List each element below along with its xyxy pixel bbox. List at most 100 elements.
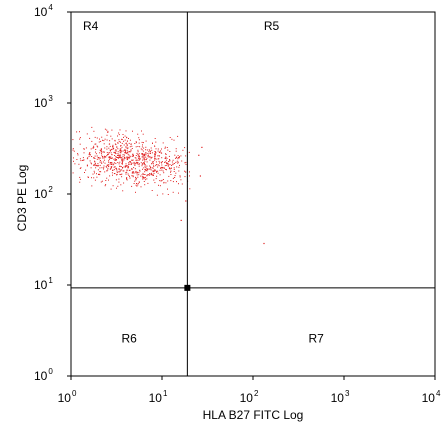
event-point <box>108 164 110 166</box>
event-point <box>170 171 171 173</box>
event-point <box>120 150 122 151</box>
event-point <box>153 165 155 167</box>
event-point <box>99 171 101 173</box>
event-point <box>157 166 159 168</box>
event-point <box>142 177 144 179</box>
event-point <box>150 151 151 153</box>
event-point <box>106 146 108 148</box>
gate-handle[interactable] <box>184 284 191 291</box>
event-point <box>184 170 186 172</box>
event-point <box>185 155 187 157</box>
event-point <box>141 153 142 155</box>
event-point <box>101 167 103 169</box>
event-point <box>104 156 106 158</box>
event-point <box>103 159 105 161</box>
event-point <box>144 177 146 179</box>
event-point <box>122 190 124 192</box>
event-point <box>143 176 144 178</box>
event-point <box>184 162 186 164</box>
event-point <box>118 132 120 134</box>
event-point <box>72 139 74 141</box>
event-point <box>148 174 150 176</box>
event-point <box>122 170 124 172</box>
event-point <box>79 168 81 169</box>
event-point <box>122 158 124 160</box>
event-point <box>85 147 87 149</box>
event-point <box>121 173 123 175</box>
event-point <box>143 163 145 165</box>
event-point <box>174 154 176 156</box>
event-point <box>144 165 146 167</box>
event-point <box>146 170 148 172</box>
event-point <box>185 163 187 165</box>
event-point <box>142 155 144 157</box>
event-point <box>127 147 129 149</box>
event-point <box>137 159 139 161</box>
event-point <box>155 152 157 154</box>
event-point <box>157 148 159 150</box>
event-point <box>145 149 147 151</box>
event-point <box>125 151 127 153</box>
event-point <box>126 136 128 138</box>
event-point <box>93 145 95 147</box>
event-point <box>105 184 107 186</box>
event-point <box>131 172 133 174</box>
event-point <box>94 158 96 159</box>
event-point <box>134 162 136 164</box>
event-point <box>154 156 156 158</box>
event-point <box>172 164 174 166</box>
event-point <box>175 172 177 174</box>
event-point <box>175 148 177 150</box>
event-point <box>101 136 103 138</box>
event-point <box>143 162 145 164</box>
event-point <box>151 149 153 151</box>
event-point <box>73 157 74 159</box>
event-point <box>144 164 146 166</box>
event-point <box>139 158 141 160</box>
event-point <box>96 155 98 157</box>
event-point <box>120 157 122 159</box>
axis-ticks: 100 101 102 103 104 100 101 102 103 104 <box>34 3 441 405</box>
event-point <box>145 140 147 142</box>
event-point <box>166 162 167 164</box>
event-point <box>128 151 130 152</box>
event-point <box>165 156 167 158</box>
event-point <box>178 183 179 185</box>
event-point <box>155 170 157 172</box>
region-labels: R4 R5 R6 R7 <box>83 19 324 346</box>
event-point <box>154 158 156 160</box>
event-point <box>143 155 145 157</box>
event-point <box>107 165 109 167</box>
event-point <box>99 174 101 176</box>
event-point <box>178 170 180 172</box>
event-point <box>146 178 148 180</box>
event-point <box>120 145 122 146</box>
event-point <box>167 165 169 167</box>
event-point <box>155 161 157 163</box>
event-point <box>160 152 162 154</box>
event-point <box>168 161 169 163</box>
event-point <box>129 176 130 178</box>
event-point <box>166 164 168 166</box>
event-point <box>87 177 89 178</box>
event-point <box>155 165 157 167</box>
event-point <box>106 134 108 136</box>
event-point <box>115 144 117 146</box>
event-point <box>106 129 108 131</box>
event-point <box>160 150 162 152</box>
event-point <box>148 151 150 153</box>
event-point <box>118 156 120 158</box>
event-point <box>117 142 119 144</box>
event-point <box>144 160 146 162</box>
event-point <box>138 172 140 174</box>
event-point <box>113 162 115 164</box>
event-point <box>125 173 127 175</box>
event-point <box>149 173 151 175</box>
event-point <box>158 184 159 186</box>
event-point <box>167 163 169 165</box>
event-point <box>161 179 163 181</box>
event-point <box>185 171 187 173</box>
y-tick-label: 100 <box>34 367 53 383</box>
event-point <box>167 180 169 182</box>
event-point <box>124 154 125 156</box>
